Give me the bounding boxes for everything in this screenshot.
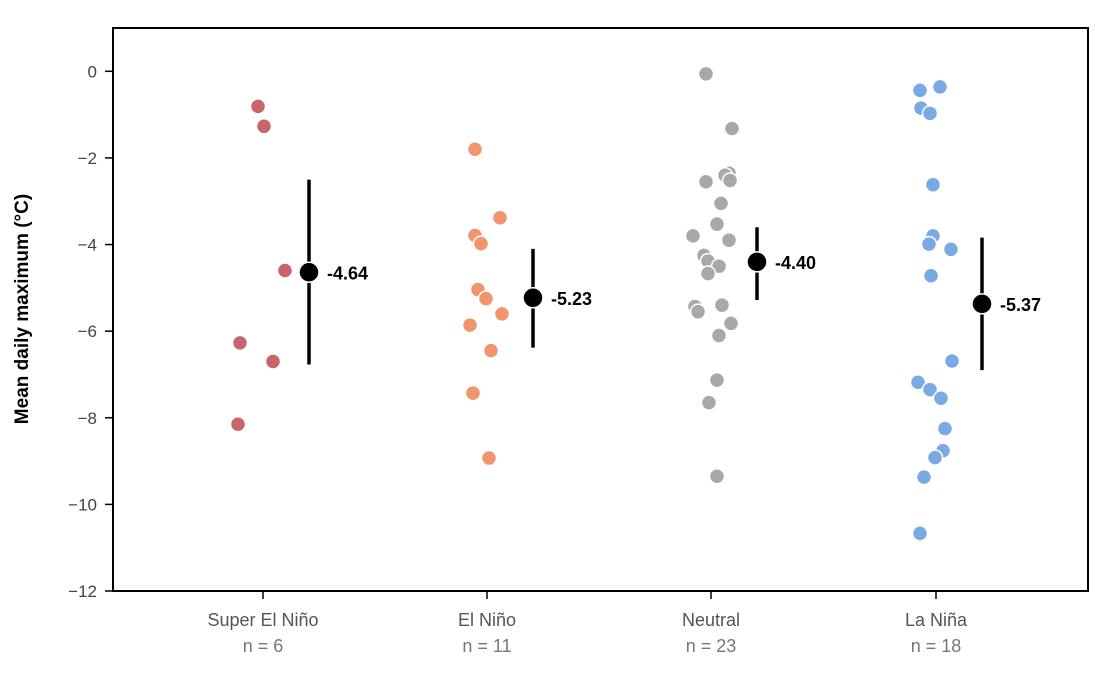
data-point <box>482 342 500 359</box>
data-point <box>708 467 726 485</box>
y-tick-label: −6 <box>78 322 97 341</box>
x-count-label: n = 18 <box>911 636 962 656</box>
data-point <box>684 227 702 245</box>
data-point <box>931 78 949 96</box>
data-point <box>722 315 740 332</box>
x-count-label: n = 11 <box>462 636 511 656</box>
data-point <box>909 374 927 391</box>
data-point <box>911 525 929 542</box>
data-point <box>936 420 954 437</box>
data-point <box>922 267 940 284</box>
data-point <box>264 353 282 370</box>
data-point <box>921 105 939 122</box>
data-point <box>697 173 715 190</box>
y-axis: 0 −2 −4 −6 −8 −10 −12 <box>68 62 113 601</box>
mean-value-label: -5.37 <box>1000 295 1041 315</box>
data-point <box>708 215 726 233</box>
data-point <box>710 327 728 344</box>
x-axis: Super El Niño n = 6 El Niño n = 11 Neutral n … <box>207 591 968 656</box>
data-point <box>472 235 490 252</box>
data-point <box>689 303 707 320</box>
data-point <box>477 290 495 307</box>
mean-marker <box>971 293 993 315</box>
data-point <box>712 195 730 212</box>
data-point <box>491 209 509 226</box>
mean-value-label: -4.40 <box>775 253 816 273</box>
data-point <box>942 241 960 258</box>
data-point <box>943 352 961 370</box>
data-point <box>699 265 717 282</box>
data-point <box>466 141 484 158</box>
data-point <box>697 65 715 83</box>
data-point <box>461 316 479 334</box>
mean-marker <box>298 261 320 284</box>
data-point <box>464 384 482 402</box>
data-point <box>720 231 738 249</box>
y-tick-label: −10 <box>68 495 97 514</box>
data-point <box>924 176 942 194</box>
mean-marker <box>522 287 544 309</box>
data-point <box>255 118 273 135</box>
x-category-label: Neutral <box>682 610 740 630</box>
y-tick-label: 0 <box>88 62 97 81</box>
data-point <box>700 394 718 411</box>
mean-markers: -4.64 -5.23 -4.40 -5.37 <box>298 179 1041 371</box>
data-point <box>915 468 933 486</box>
x-count-label: n = 6 <box>243 636 284 656</box>
data-point <box>723 120 741 137</box>
data-point <box>493 305 511 323</box>
plot-frame <box>112 27 1089 592</box>
data-point <box>249 98 267 115</box>
data-point <box>721 172 739 189</box>
mean-value-label: -5.23 <box>551 289 592 309</box>
data-point <box>932 390 950 407</box>
y-tick-label: −8 <box>78 409 97 428</box>
data-point <box>708 371 726 389</box>
data-point <box>713 296 731 314</box>
x-category-label: Super El Niño <box>207 610 318 630</box>
data-point <box>480 449 498 467</box>
x-category-label: El Niño <box>458 610 516 630</box>
y-axis-label: Mean daily maximum (°C) <box>12 194 33 424</box>
data-point <box>231 334 249 352</box>
y-tick-label: −12 <box>68 582 97 601</box>
x-category-label: La Niña <box>905 610 968 630</box>
mean-marker <box>746 251 768 273</box>
x-count-label: n = 23 <box>686 636 737 656</box>
data-point <box>229 416 247 433</box>
y-tick-label: −2 <box>78 149 97 168</box>
data-point <box>276 262 294 279</box>
mean-value-label: -4.64 <box>327 263 368 283</box>
data-point <box>926 449 944 466</box>
data-point <box>920 235 938 253</box>
data-points <box>229 65 961 542</box>
data-point <box>911 82 929 99</box>
data-point <box>921 381 939 398</box>
y-tick-label: −4 <box>78 236 97 255</box>
